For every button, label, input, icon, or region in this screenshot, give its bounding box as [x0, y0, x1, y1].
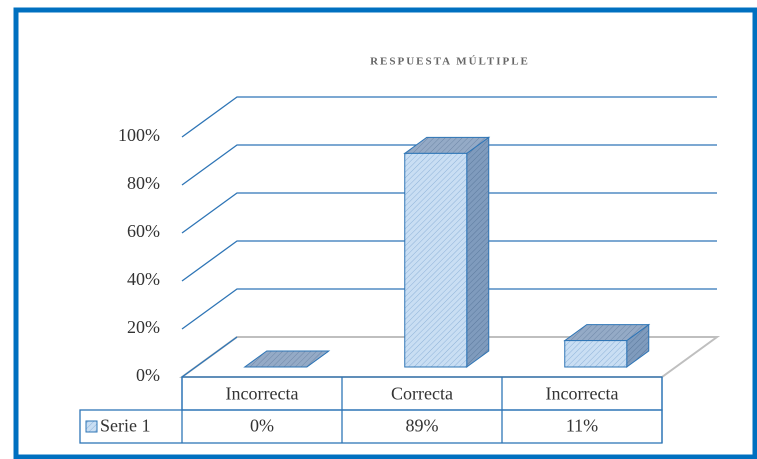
bar-front [404, 152, 468, 368]
bar [563, 323, 651, 368]
x-tick-label: Incorrecta [546, 384, 619, 404]
y-tick-label: 20% [127, 317, 160, 337]
bar-front [564, 340, 628, 368]
bar [243, 350, 331, 368]
y-tick-label: 100% [118, 125, 160, 145]
bar-top [243, 350, 331, 368]
value-label: 89% [406, 416, 439, 436]
x-tick-label: Correcta [391, 384, 453, 404]
legend-label: Serie 1 [100, 416, 150, 436]
grid-line [181, 96, 717, 138]
bar-side [466, 136, 490, 368]
grid-line [181, 240, 717, 282]
legend-swatch [85, 420, 98, 433]
grid-line [181, 144, 717, 186]
chart-title: RESPUESTA MÚLTIPLE [370, 56, 530, 68]
y-tick-label: 40% [127, 269, 160, 289]
grid-line [181, 288, 717, 330]
grid-line [181, 336, 238, 378]
frame [13, 7, 757, 459]
value-label: 0% [250, 416, 274, 436]
grid-line [181, 192, 717, 234]
value-label: 11% [566, 416, 598, 436]
x-tick-label: Incorrecta [226, 384, 299, 404]
y-tick-label: 80% [127, 173, 160, 193]
y-tick-label: 0% [136, 365, 160, 385]
bar [403, 136, 491, 368]
y-tick-label: 60% [127, 221, 160, 241]
